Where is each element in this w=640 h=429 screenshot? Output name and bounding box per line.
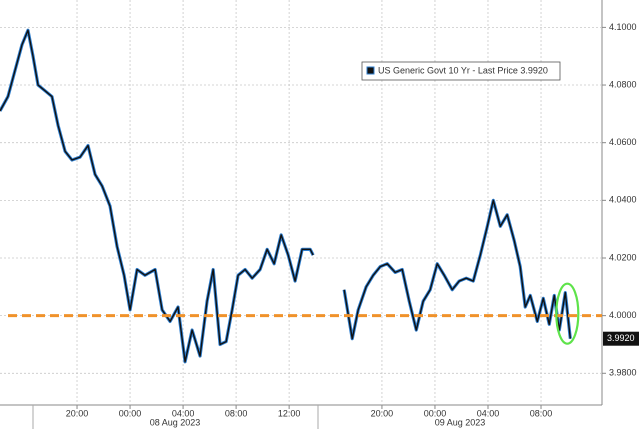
legend: US Generic Govt 10 Yr - Last Price 3.992…: [361, 61, 561, 81]
x-tick-label: 00:00: [424, 408, 447, 418]
legend-last-price: 3.9920: [520, 66, 548, 76]
legend-swatch: [366, 66, 375, 75]
legend-box: [361, 61, 561, 81]
y-tick-label: 4.0800: [609, 79, 637, 89]
legend-label: US Generic Govt 10 Yr - Last Price 3.992…: [378, 66, 548, 76]
y-tick-label: 4.0000: [609, 310, 637, 320]
x-tick-label: 08:00: [225, 408, 248, 418]
y-tick-label: 4.0400: [609, 195, 637, 205]
y-tick-label: 3.9800: [609, 368, 637, 378]
y-tick-label: 4.1000: [609, 22, 637, 32]
x-tick-label: 04:00: [477, 408, 500, 418]
date-label: 08 Aug 2023: [150, 417, 201, 427]
x-tick-label: 04:00: [172, 408, 195, 418]
y-tick-label: 4.0200: [609, 252, 637, 262]
x-tick-label: 08:00: [530, 408, 553, 418]
highlight-ellipse: [555, 282, 580, 345]
last-price-label: 3.9920: [607, 333, 635, 343]
last-price-box: [603, 331, 639, 346]
legend-name: US Generic Govt 10 Yr - Last Price: [378, 66, 518, 76]
x-tick-label: 20:00: [66, 408, 89, 418]
date-label: 09 Aug 2023: [435, 417, 486, 427]
y-tick-label: 4.0600: [609, 137, 637, 147]
plot-area: [0, 0, 602, 405]
x-tick-label: 00:00: [119, 408, 142, 418]
x-tick-label: 12:00: [278, 408, 301, 418]
x-tick-label: 20:00: [371, 408, 394, 418]
series-line: [0, 29, 572, 363]
